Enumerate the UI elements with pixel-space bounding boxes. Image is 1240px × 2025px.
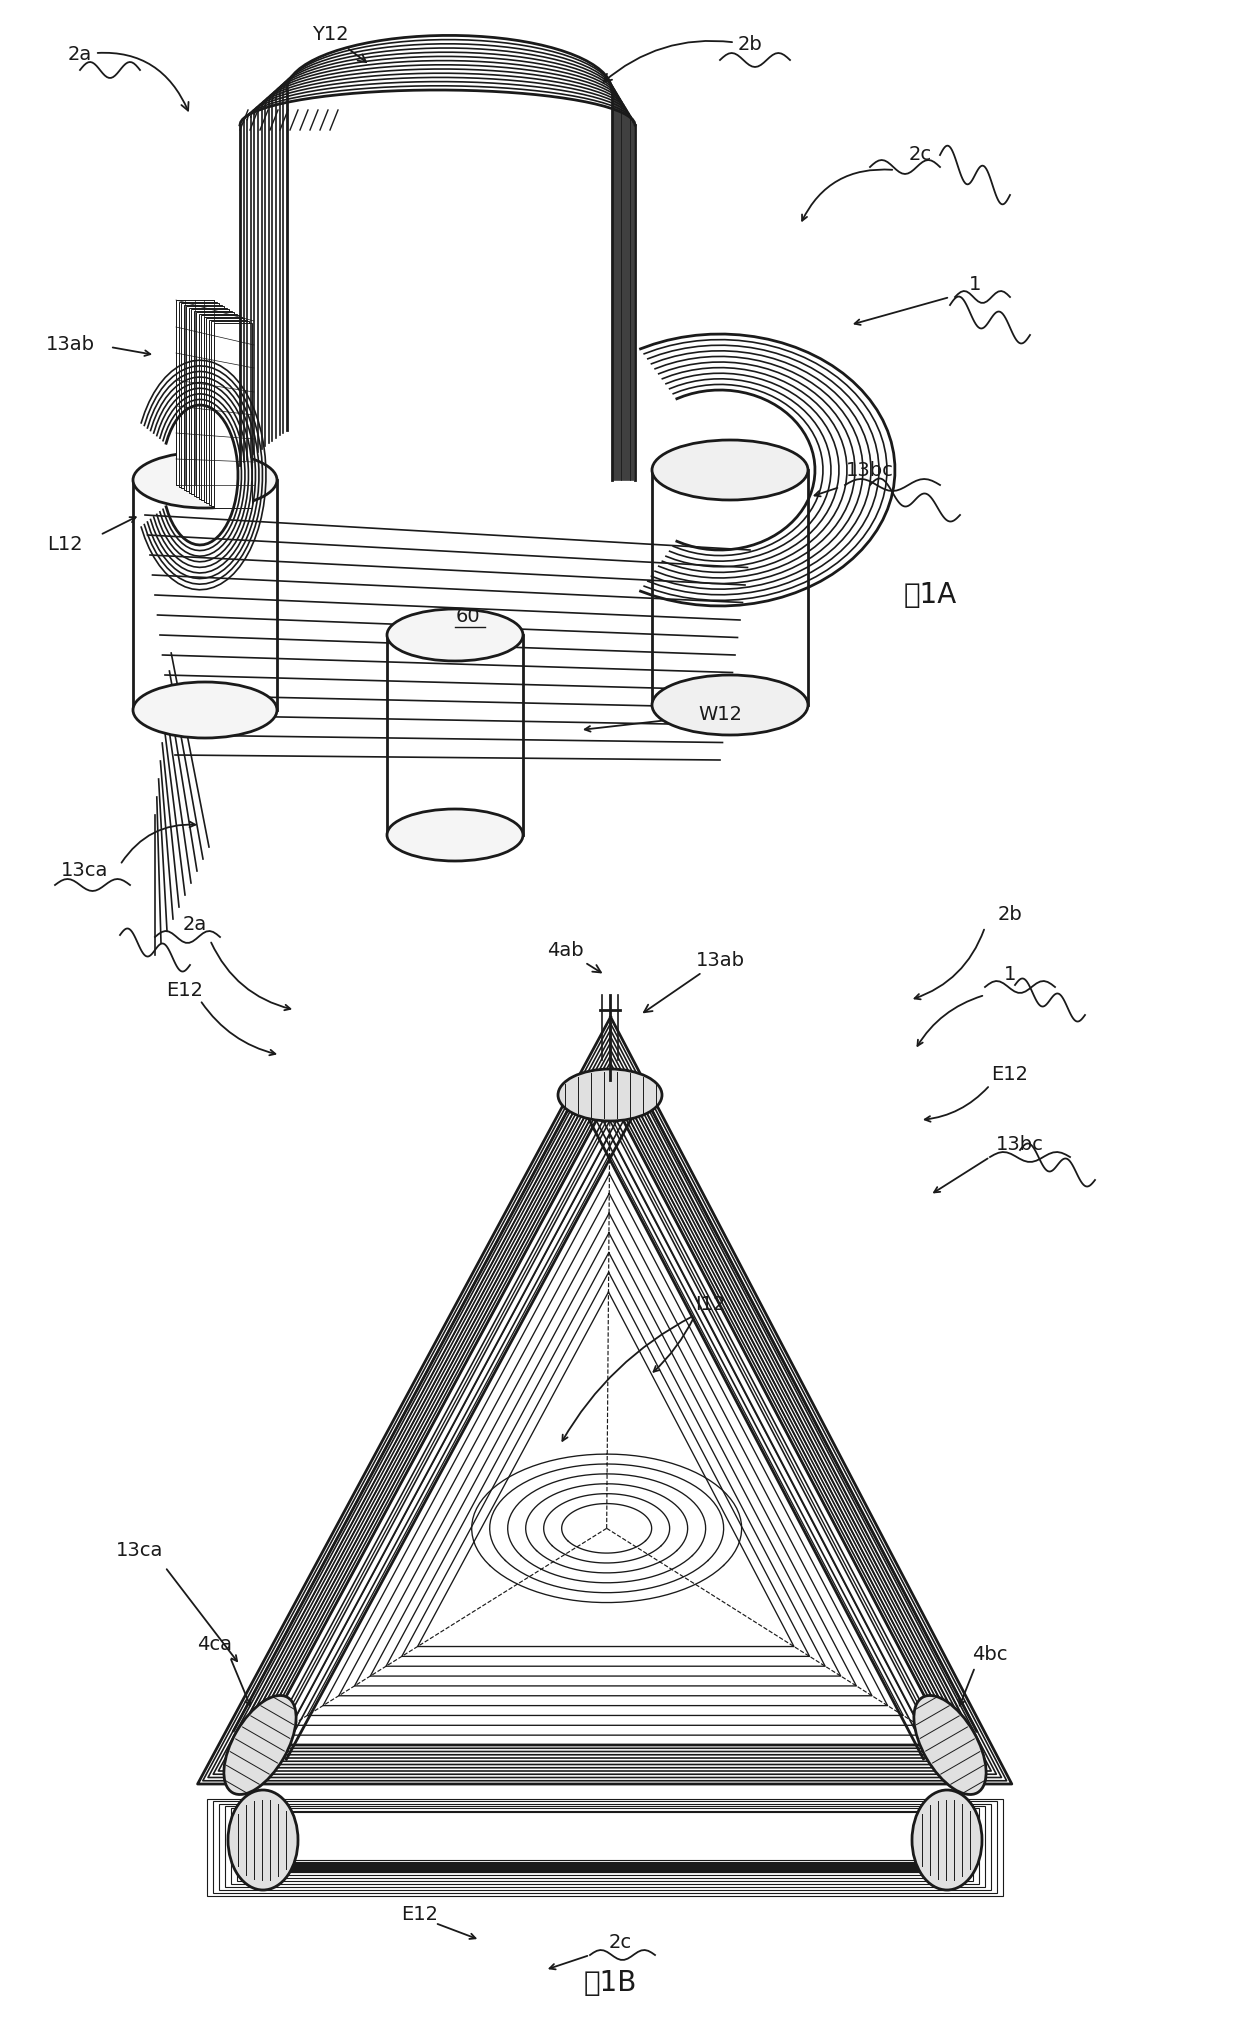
Text: 2b: 2b xyxy=(604,36,763,81)
Polygon shape xyxy=(181,304,219,488)
Text: 1: 1 xyxy=(968,275,981,294)
Text: 13ca: 13ca xyxy=(61,861,109,879)
Polygon shape xyxy=(201,316,239,500)
Polygon shape xyxy=(255,1818,955,1871)
Text: 图1A: 图1A xyxy=(904,581,956,610)
Polygon shape xyxy=(258,1816,952,1867)
Ellipse shape xyxy=(133,452,277,508)
Polygon shape xyxy=(213,322,252,508)
Text: W12: W12 xyxy=(698,705,742,725)
Polygon shape xyxy=(259,1814,951,1865)
Ellipse shape xyxy=(652,439,808,500)
Text: 4bc: 4bc xyxy=(972,1646,1008,1665)
Polygon shape xyxy=(198,314,237,498)
Text: 4ca: 4ca xyxy=(197,1636,233,1654)
Polygon shape xyxy=(193,310,232,496)
Ellipse shape xyxy=(387,810,523,861)
Polygon shape xyxy=(203,316,242,502)
Ellipse shape xyxy=(224,1695,296,1794)
Polygon shape xyxy=(208,320,247,504)
Text: L12: L12 xyxy=(47,535,83,555)
Polygon shape xyxy=(257,1816,954,1869)
Ellipse shape xyxy=(133,682,277,737)
Text: 4ab: 4ab xyxy=(547,940,601,972)
Text: 13bc: 13bc xyxy=(996,1136,1044,1154)
Text: 1: 1 xyxy=(1004,966,1017,984)
Text: Y12: Y12 xyxy=(311,26,366,63)
Text: 2b: 2b xyxy=(998,905,1022,925)
Text: E12: E12 xyxy=(166,980,203,1000)
Text: 13ca: 13ca xyxy=(117,1541,164,1559)
Polygon shape xyxy=(191,310,229,494)
Text: 13bc: 13bc xyxy=(846,460,894,480)
Text: 2c: 2c xyxy=(909,146,931,164)
Text: 60: 60 xyxy=(455,608,480,626)
Polygon shape xyxy=(188,308,227,492)
Polygon shape xyxy=(255,1818,955,1871)
Text: I12: I12 xyxy=(694,1296,725,1314)
Polygon shape xyxy=(196,312,234,496)
Ellipse shape xyxy=(228,1790,298,1889)
Polygon shape xyxy=(186,306,224,490)
Ellipse shape xyxy=(914,1695,986,1794)
Polygon shape xyxy=(211,322,249,506)
Polygon shape xyxy=(257,1816,952,1869)
Polygon shape xyxy=(260,1814,950,1863)
Ellipse shape xyxy=(652,674,808,735)
Text: 13ab: 13ab xyxy=(644,950,744,1012)
Text: E12: E12 xyxy=(992,1065,1028,1085)
Text: 图1B: 图1B xyxy=(583,1968,636,1997)
Text: 2a: 2a xyxy=(68,45,188,111)
Ellipse shape xyxy=(387,610,523,660)
Polygon shape xyxy=(258,1814,951,1867)
Text: 13ab: 13ab xyxy=(46,336,94,354)
Text: 2c: 2c xyxy=(609,1934,631,1952)
Polygon shape xyxy=(262,1812,949,1863)
Polygon shape xyxy=(263,1812,947,1861)
Text: 2a: 2a xyxy=(182,915,207,934)
Polygon shape xyxy=(260,1814,950,1865)
Polygon shape xyxy=(179,302,217,486)
Ellipse shape xyxy=(558,1069,662,1122)
Polygon shape xyxy=(206,318,244,502)
Polygon shape xyxy=(176,300,215,486)
Ellipse shape xyxy=(911,1790,982,1889)
Polygon shape xyxy=(184,304,222,490)
Polygon shape xyxy=(262,1812,949,1861)
Text: E12: E12 xyxy=(402,1906,439,1924)
